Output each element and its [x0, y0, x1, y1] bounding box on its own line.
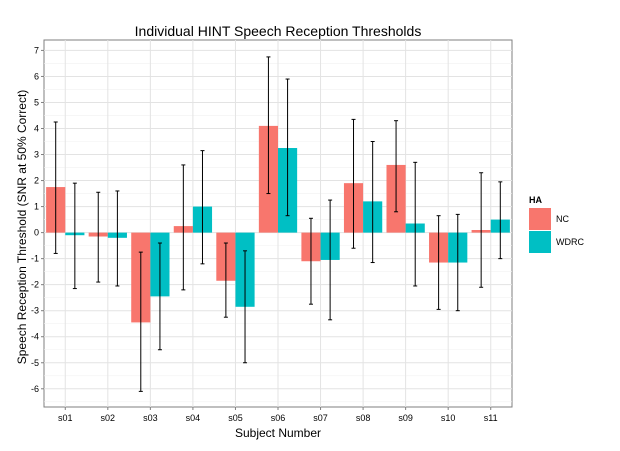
error-bar-nc-s07 [308, 217, 313, 305]
chart-title: Individual HINT Speech Reception Thresho… [135, 23, 422, 39]
legend: HA NC WDRC [529, 195, 584, 253]
error-bar-wdrc-s11 [498, 181, 503, 260]
error-bar-nc-s06 [266, 56, 271, 195]
x-tick-label: s11 [484, 413, 498, 423]
legend-key-nc [529, 208, 551, 230]
legend-label-nc: NC [556, 214, 569, 224]
x-axis-ticks: s01 s02 s03 s04 s05 s06 s07 s08 s09 s10 s11 [58, 407, 498, 423]
error-bar-wdrc-s10 [455, 213, 460, 312]
error-bar-nc-s08 [351, 118, 356, 249]
y-tick-label: 7 [34, 45, 39, 55]
y-tick-label: 1 [34, 202, 39, 212]
legend-key-wdrc [529, 231, 551, 253]
y-axis-title: Speech Reception Threshold (SNR at 50% C… [15, 90, 29, 365]
y-tick-label: -1 [31, 254, 39, 264]
legend-title: HA [529, 195, 542, 205]
y-tick-label: 5 [34, 97, 39, 107]
y-tick-label: -3 [31, 306, 39, 316]
error-bar-nc-s01 [53, 121, 58, 254]
error-bar-wdrc-s07 [328, 199, 333, 321]
x-tick-label: s10 [441, 413, 456, 423]
y-tick-label: -6 [31, 384, 39, 394]
x-tick-label: s05 [228, 413, 243, 423]
x-tick-label: s02 [101, 413, 116, 423]
y-tick-label: 4 [34, 123, 39, 133]
error-bar-nc-s05 [223, 242, 228, 318]
error-bar-nc-s09 [394, 120, 399, 213]
y-tick-label: 2 [34, 176, 39, 186]
error-bar-wdrc-s08 [370, 141, 375, 264]
error-bar-nc-s04 [181, 164, 186, 291]
legend-label-wdrc: WDRC [556, 237, 584, 247]
y-tick-label: 3 [34, 150, 39, 160]
y-tick-label: -5 [31, 358, 39, 368]
error-bar-wdrc-s03 [157, 242, 162, 351]
x-tick-label: s01 [58, 413, 73, 423]
error-bar-nc-s10 [436, 215, 441, 310]
error-bars [53, 56, 503, 392]
y-tick-label: 0 [34, 228, 39, 238]
error-bar-nc-s03 [138, 251, 143, 392]
x-tick-label: s03 [143, 413, 158, 423]
x-axis-title: Subject Number [235, 426, 321, 440]
y-tick-label: -2 [31, 280, 39, 290]
error-bar-wdrc-s04 [200, 150, 205, 265]
x-tick-label: s08 [356, 413, 371, 423]
error-bar-wdrc-s02 [115, 190, 120, 287]
error-bar-nc-s02 [96, 191, 101, 283]
y-tick-label: -4 [31, 332, 39, 342]
error-bar-wdrc-s01 [72, 182, 77, 290]
error-bar-wdrc-s09 [413, 161, 418, 287]
y-axis-ticks: -6 -5 -4 -3 -2 -1 0 1 2 3 4 5 6 7 [31, 45, 44, 394]
x-tick-label: s06 [271, 413, 286, 423]
x-tick-label: s04 [186, 413, 201, 423]
x-tick-label: s07 [313, 413, 328, 423]
y-tick-label: 6 [34, 71, 39, 81]
error-bar-wdrc-s06 [285, 78, 290, 217]
x-tick-label: s09 [398, 413, 413, 423]
error-bar-wdrc-s05 [243, 250, 248, 364]
error-bar-nc-s11 [479, 172, 484, 288]
